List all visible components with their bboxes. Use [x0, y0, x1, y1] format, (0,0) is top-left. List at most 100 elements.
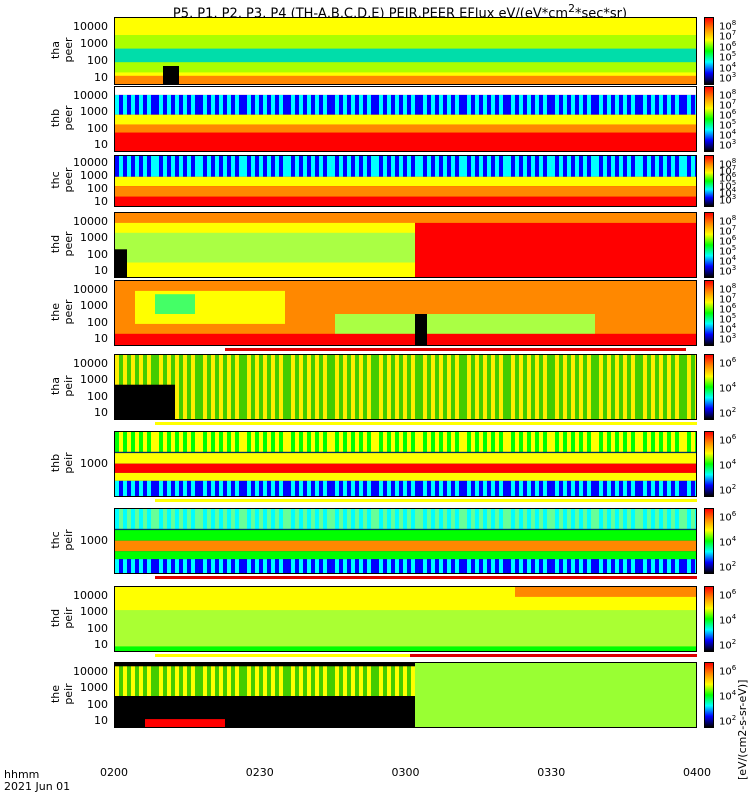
colorbar: [704, 17, 714, 85]
quality-flag-bar: [155, 576, 697, 579]
green-band-2: [115, 551, 696, 560]
x-tick-label: 0330: [537, 766, 566, 779]
colorbar-tick-label: 107: [719, 29, 737, 43]
spectrogram-svg: [115, 355, 696, 419]
colorbar-tick-label: 107: [719, 292, 737, 306]
colorbar-tick-label: 104: [719, 254, 737, 268]
y-tick-label: 10: [94, 332, 108, 346]
yellow-band-2: [115, 472, 696, 481]
y-axis-label-line-1: the: [49, 302, 62, 322]
time-format-label: hhmm: [4, 768, 40, 781]
green-band: [335, 314, 595, 338]
y-tick-label: 100: [87, 389, 108, 403]
spectrogram-svg: [115, 281, 696, 345]
red-band: [115, 463, 696, 473]
low-band: [115, 646, 696, 651]
x-tick-label: 0300: [391, 766, 420, 779]
spectrogram-thb-peir: [114, 431, 697, 497]
colorbar-tick-label: 104: [719, 381, 737, 395]
spectrogram-thc-peir: [114, 508, 697, 574]
y-tick-label: 10: [94, 638, 108, 652]
colorbar-tick-label: 102: [719, 560, 737, 574]
colorbar-tick-label: 105: [719, 178, 737, 192]
spectrogram-tha-peer: [114, 17, 697, 85]
y-axis-label-line-1: thd: [49, 608, 62, 628]
yellow-band: [115, 114, 696, 125]
colorbar-tick-label: 103: [719, 332, 737, 346]
green-blob: [155, 294, 195, 314]
quality-flag-bar: [155, 422, 697, 425]
colorbar-tick-label: 104: [719, 185, 737, 200]
colorbar-tick-label: 103: [719, 264, 737, 278]
y-tick-label: 10000: [73, 214, 108, 228]
data-gap: [115, 249, 127, 277]
colorbar-tick-label: 108: [719, 157, 737, 171]
colorbar: [704, 354, 714, 420]
green-band: [115, 530, 696, 541]
spectrogram-tha-peir: [114, 354, 697, 420]
quality-flag-bar: [409, 654, 697, 657]
x-tick-label: 0200: [100, 766, 128, 779]
colorbar-tick-label: 102: [719, 483, 737, 497]
top-band: [115, 213, 696, 223]
y-tick-label: 100: [87, 181, 108, 195]
colorbar-tick-label: 106: [719, 356, 737, 370]
colorbar-tick-label: 106: [719, 39, 737, 54]
colorbar-tick-label: 104: [719, 322, 737, 336]
data-gap: [415, 314, 427, 345]
unit-label: [eV/(cm2-s-sr-eV)]: [736, 679, 749, 780]
noise-band: [115, 94, 696, 115]
spectrogram-svg: [115, 18, 696, 84]
y-tick-label: 1000: [80, 231, 108, 245]
colorbar-tick-label: 108: [719, 282, 737, 296]
orange-band: [115, 186, 696, 197]
y-tick-label: 10000: [73, 155, 108, 169]
colorbar-tick-label: 108: [719, 88, 737, 102]
data-gap: [163, 66, 179, 84]
noisy-region: [115, 355, 696, 419]
colorbar: [704, 662, 714, 728]
colorbar-tick-label: 106: [719, 433, 737, 447]
low-energy-band: [115, 333, 696, 345]
spectrogram-svg: [115, 587, 696, 651]
y-tick-label: 1000: [80, 299, 108, 313]
y-tick-label: 1000: [80, 105, 108, 119]
y-tick-label: 1000: [80, 681, 108, 695]
noise-band: [115, 156, 696, 177]
title-superscript: 2: [568, 2, 575, 15]
y-axis-label-line-1: thb: [49, 453, 62, 473]
top-gap: [115, 87, 696, 95]
y-tick-label: 10: [94, 406, 108, 420]
colorbar: [704, 212, 714, 278]
y-tick-label: 10000: [73, 664, 108, 678]
y-tick-label: 10: [94, 714, 108, 728]
y-tick-label: 100: [87, 121, 108, 135]
enhanced-flux-region: [415, 213, 696, 277]
quality-flag-bar: [155, 499, 697, 502]
lower-noise: [115, 480, 696, 496]
y-tick-label: 10000: [73, 282, 108, 296]
spectrogram-thd-peer: [114, 212, 697, 278]
colorbar-tick-label: 104: [719, 60, 737, 74]
y-tick-label: 100: [87, 247, 108, 261]
colorbar: [704, 155, 714, 207]
spectrogram-svg: [115, 663, 696, 727]
colorbar: [704, 280, 714, 346]
cyan-band: [115, 48, 696, 63]
colorbar-tick-label: 105: [719, 50, 737, 64]
spectrogram-svg: [115, 156, 696, 206]
colorbar-tick-label: 106: [719, 664, 737, 678]
spectrogram-thd-peir: [114, 586, 697, 652]
colorbar-tick-label: 106: [719, 510, 737, 524]
colorbar-tick-label: 105: [719, 244, 737, 258]
colorbar-tick-label: 103: [719, 138, 737, 152]
colorbar-tick-label: 105: [719, 312, 737, 326]
colorbar-tick-label: 106: [719, 234, 737, 248]
lower-noise: [115, 559, 696, 573]
y-tick-label: 10000: [73, 20, 108, 34]
colorbar: [704, 86, 714, 152]
y-tick-label: 1000: [80, 534, 108, 547]
spectrogram-the-peer: [114, 280, 697, 346]
y-tick-label: 1000: [80, 605, 108, 619]
